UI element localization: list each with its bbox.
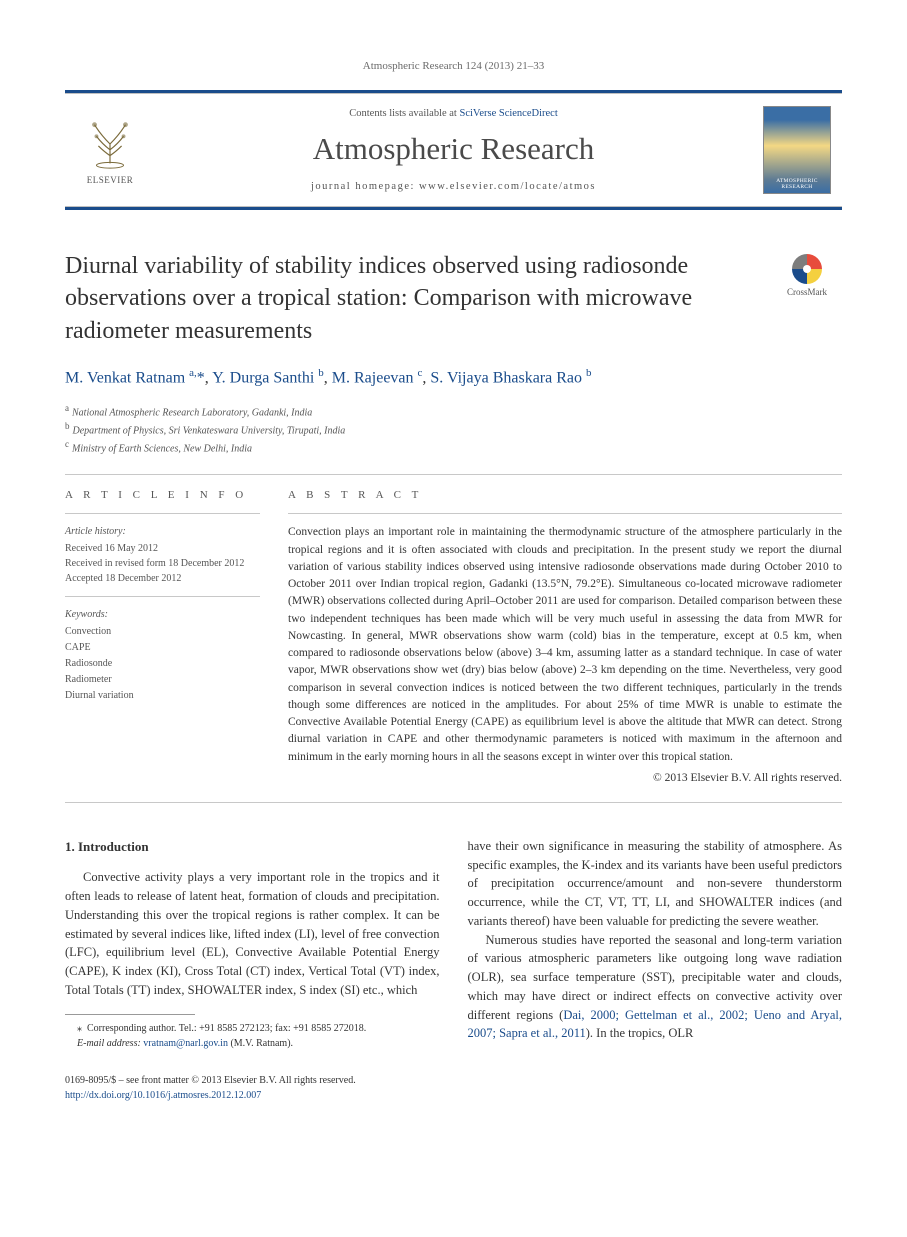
abstract-label: A B S T R A C T <box>288 489 842 501</box>
footnote-corr-text: Corresponding author. Tel.: +91 8585 272… <box>87 1023 366 1034</box>
publisher-logo-block: ELSEVIER <box>65 104 155 196</box>
keyword: Diurnal variation <box>65 688 260 704</box>
doi-link[interactable]: http://dx.doi.org/10.1016/j.atmosres.201… <box>65 1090 261 1101</box>
intro-paragraph-2: Numerous studies have reported the seaso… <box>468 931 843 1044</box>
intro-paragraph-1-cont: have their own significance in measuring… <box>468 837 843 931</box>
history-line: Accepted 18 December 2012 <box>65 571 260 586</box>
keyword: Convection <box>65 624 260 640</box>
history-label: Article history: <box>65 524 260 539</box>
article-info-label: A R T I C L E I N F O <box>65 489 260 501</box>
intro-paragraph-1: Convective activity plays a very importa… <box>65 868 440 999</box>
email-footnote: E-mail address: vratnam@narl.gov.in (M.V… <box>65 1036 440 1051</box>
history-line: Received in revised form 18 December 201… <box>65 556 260 571</box>
page-footer: 0169-8095/$ – see front matter © 2013 El… <box>65 1073 842 1103</box>
body-column-left: 1. Introduction Convective activity play… <box>65 837 440 1051</box>
footnote-separator <box>65 1014 195 1015</box>
masthead: ELSEVIER Contents lists available at Sci… <box>65 90 842 210</box>
author-link[interactable]: Y. Durga Santhi <box>212 370 314 387</box>
journal-homepage: journal homepage: www.elsevier.com/locat… <box>311 181 596 192</box>
crossmark-badge[interactable]: CrossMark <box>772 254 842 297</box>
keyword: Radiosonde <box>65 656 260 672</box>
history-line: Received 16 May 2012 <box>65 541 260 556</box>
crossmark-label: CrossMark <box>787 287 827 297</box>
journal-name: Atmospheric Research <box>313 131 594 167</box>
affiliation-line: aNational Atmospheric Research Laborator… <box>65 402 842 420</box>
running-head: Atmospheric Research 124 (2013) 21–33 <box>65 60 842 72</box>
p2-post: ). In the tropics, OLR <box>586 1026 694 1040</box>
keyword: CAPE <box>65 640 260 656</box>
elsevier-tree-icon <box>81 115 139 173</box>
corresponding-author-footnote: ⁎ Corresponding author. Tel.: +91 8585 2… <box>65 1021 440 1036</box>
article-info-column: A R T I C L E I N F O Article history: R… <box>65 489 260 784</box>
crossmark-icon <box>792 254 822 284</box>
homepage-label: journal homepage: <box>311 181 419 192</box>
affiliation-line: bDepartment of Physics, Sri Venkateswara… <box>65 420 842 438</box>
cover-thumb-label: ATMOSPHERIC RESEARCH <box>764 178 830 193</box>
abstract-text: Convection plays an important role in ma… <box>288 524 842 766</box>
author-email-link[interactable]: vratnam@narl.gov.in <box>143 1038 228 1049</box>
footnote-star: ⁎ <box>77 1023 82 1034</box>
author-list: M. Venkat Ratnam a,*, Y. Durga Santhi b,… <box>65 367 842 387</box>
author-link[interactable]: M. Rajeevan <box>332 370 414 387</box>
section-heading-intro: 1. Introduction <box>65 837 440 857</box>
body-column-right: have their own significance in measuring… <box>468 837 843 1051</box>
contents-available: Contents lists available at SciVerse Sci… <box>349 108 557 119</box>
journal-cover-thumb: ATMOSPHERIC RESEARCH <box>763 106 831 194</box>
email-post: (M.V. Ratnam). <box>228 1038 293 1049</box>
sciencedirect-link[interactable]: SciVerse ScienceDirect <box>459 108 557 119</box>
divider <box>65 802 842 803</box>
author-link[interactable]: M. Venkat Ratnam <box>65 370 185 387</box>
email-label: E-mail address: <box>77 1038 143 1049</box>
affiliations: aNational Atmospheric Research Laborator… <box>65 402 842 457</box>
copyright-line: © 2013 Elsevier B.V. All rights reserved… <box>288 772 842 784</box>
publisher-name: ELSEVIER <box>87 175 134 185</box>
keyword: Radiometer <box>65 672 260 688</box>
article-title: Diurnal variability of stability indices… <box>65 250 772 347</box>
contents-prefix: Contents lists available at <box>349 108 459 119</box>
keywords-label: Keywords: <box>65 607 260 622</box>
author-link[interactable]: S. Vijaya Bhaskara Rao <box>430 370 582 387</box>
homepage-url: www.elsevier.com/locate/atmos <box>419 181 596 192</box>
abstract-column: A B S T R A C T Convection plays an impo… <box>288 489 842 784</box>
affiliation-line: cMinistry of Earth Sciences, New Delhi, … <box>65 438 842 456</box>
footer-copyright: 0169-8095/$ – see front matter © 2013 El… <box>65 1073 842 1088</box>
